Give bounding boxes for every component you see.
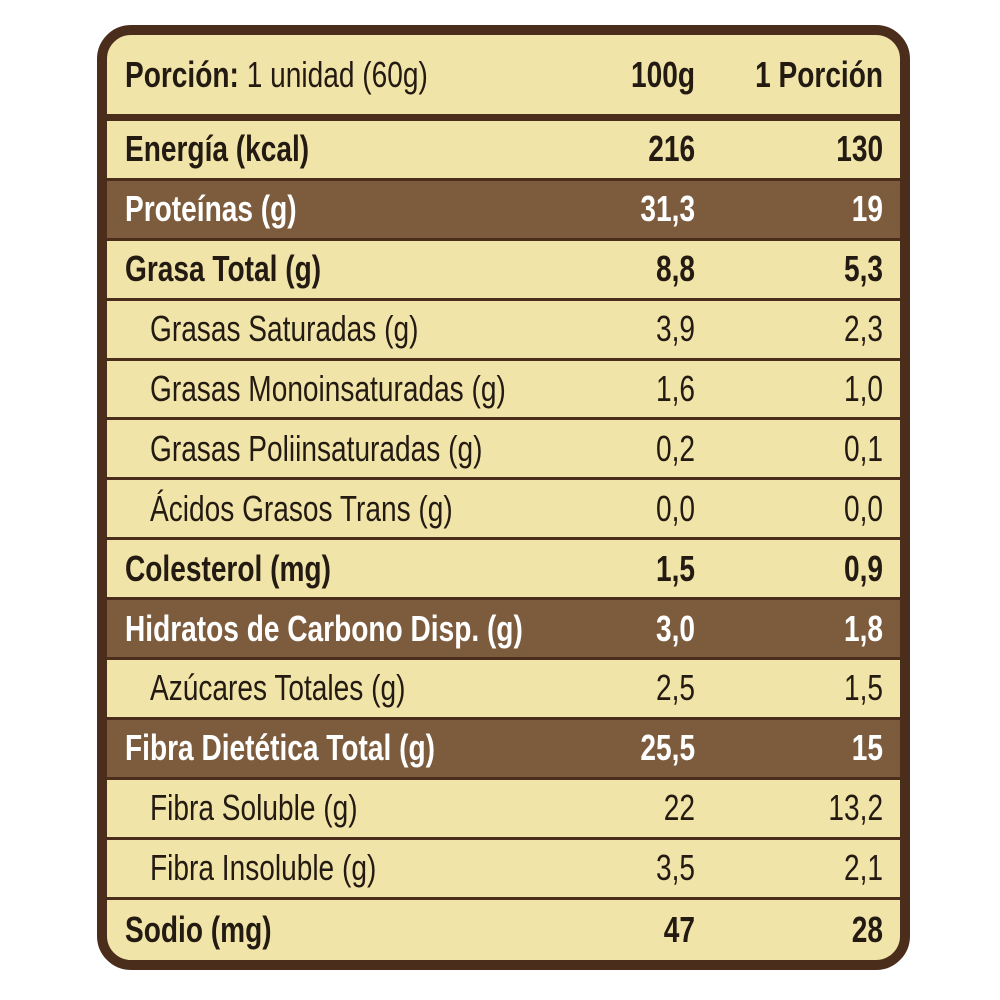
nutrient-name: Fibra Dietética Total (g)	[125, 727, 435, 769]
table-row: Sodio (mg) 47 28	[107, 900, 900, 960]
nutrient-name: Hidratos de Carbono Disp. (g)	[125, 607, 523, 649]
nutrient-name: Grasas Saturadas (g)	[150, 308, 419, 350]
table-row: Fibra Dietética Total (g) 25,5 15	[107, 719, 900, 780]
nutrient-name: Proteínas (g)	[125, 188, 297, 230]
table-row: Colesterol (mg) 1,5 0,9	[107, 540, 900, 601]
nutrient-value: 2,5	[655, 667, 695, 709]
nutrient-value: 216	[648, 128, 695, 170]
nutrient-value: 28	[851, 908, 883, 950]
nutrient-value: 13,2	[828, 787, 883, 829]
nutrient-name: Fibra Soluble (g)	[150, 787, 358, 829]
nutrient-value: 19	[851, 188, 883, 230]
nutrient-value: 3,9	[655, 308, 695, 350]
serving-size: 1 unidad (60g)	[246, 53, 428, 95]
nutrient-value: 31,3	[640, 188, 695, 230]
nutrient-value: 0,0	[843, 487, 883, 529]
nutrient-name: Colesterol (mg)	[125, 547, 331, 589]
nutrient-value: 1,5	[843, 667, 883, 709]
table-row: Energía (kcal) 216 130	[107, 121, 900, 181]
nutrition-table: Porción: 1 unidad (60g) 100g 1 Porción E…	[97, 25, 910, 970]
table-row: Azúcares Totales (g) 2,5 1,5	[107, 660, 900, 720]
nutrient-value: 0,0	[655, 487, 695, 529]
table-row: Proteínas (g) 31,3 19	[107, 180, 900, 241]
nutrient-name: Grasas Monoinsaturadas (g)	[150, 368, 506, 409]
nutrient-value: 0,9	[843, 547, 883, 589]
nutrient-value: 130	[836, 128, 883, 170]
header-row: Porción: 1 unidad (60g) 100g 1 Porción	[107, 35, 900, 121]
table-row: Ácidos Grasos Trans (g) 0,0 0,0	[107, 480, 900, 541]
nutrient-value: 8,8	[655, 248, 695, 290]
table-row: Grasa Total (g) 8,8 5,3	[107, 241, 900, 301]
table-row: Grasas Monoinsaturadas (g) 1,6 1,0	[107, 361, 900, 421]
nutrient-name: Azúcares Totales (g)	[150, 667, 406, 709]
rows: Energía (kcal) 216 130 Proteínas (g) 31,3 19 G…	[107, 121, 900, 959]
nutrient-value: 2,3	[843, 308, 883, 350]
table-row: Fibra Soluble (g) 22 13,2	[107, 780, 900, 840]
nutrient-name: Energía (kcal)	[125, 128, 310, 170]
nutrient-value: 1,8	[843, 607, 883, 649]
table-row: Fibra Insoluble (g) 3,5 2,1	[107, 840, 900, 900]
nutrient-name: Sodio (mg)	[125, 908, 272, 950]
nutrient-value: 2,1	[843, 847, 883, 889]
serving: Porción: 1 unidad (60g)	[125, 54, 428, 96]
nutrient-value: 3,0	[655, 607, 695, 649]
nutrient-value: 15	[851, 727, 883, 769]
nutrient-value: 22	[663, 787, 695, 829]
nutrient-value: 0,2	[655, 427, 695, 469]
nutrient-value: 47	[663, 908, 695, 950]
nutrient-name: Fibra Insoluble (g)	[150, 847, 377, 889]
nutrient-value: 1,5	[655, 547, 695, 589]
nutrient-value: 1,0	[843, 368, 883, 409]
table-row: Grasas Saturadas (g) 3,9 2,3	[107, 301, 900, 361]
column-header: 1 Porción	[755, 53, 883, 95]
table-row: Grasas Poliinsaturadas (g) 0,2 0,1	[107, 420, 900, 481]
nutrient-value: 25,5	[640, 727, 695, 769]
nutrient-value: 1,6	[655, 368, 695, 409]
column-header: 100g	[630, 53, 695, 95]
nutrient-value: 5,3	[843, 248, 883, 290]
nutrient-name: Grasa Total (g)	[125, 248, 322, 290]
nutrient-name: Ácidos Grasos Trans (g)	[150, 487, 453, 529]
serving-label: Porción:	[125, 53, 239, 95]
nutrient-value: 3,5	[655, 847, 695, 889]
table-row: Hidratos de Carbono Disp. (g) 3,0 1,8	[107, 600, 900, 661]
nutrient-value: 0,1	[843, 427, 883, 469]
nutrient-name: Grasas Poliinsaturadas (g)	[150, 427, 483, 469]
